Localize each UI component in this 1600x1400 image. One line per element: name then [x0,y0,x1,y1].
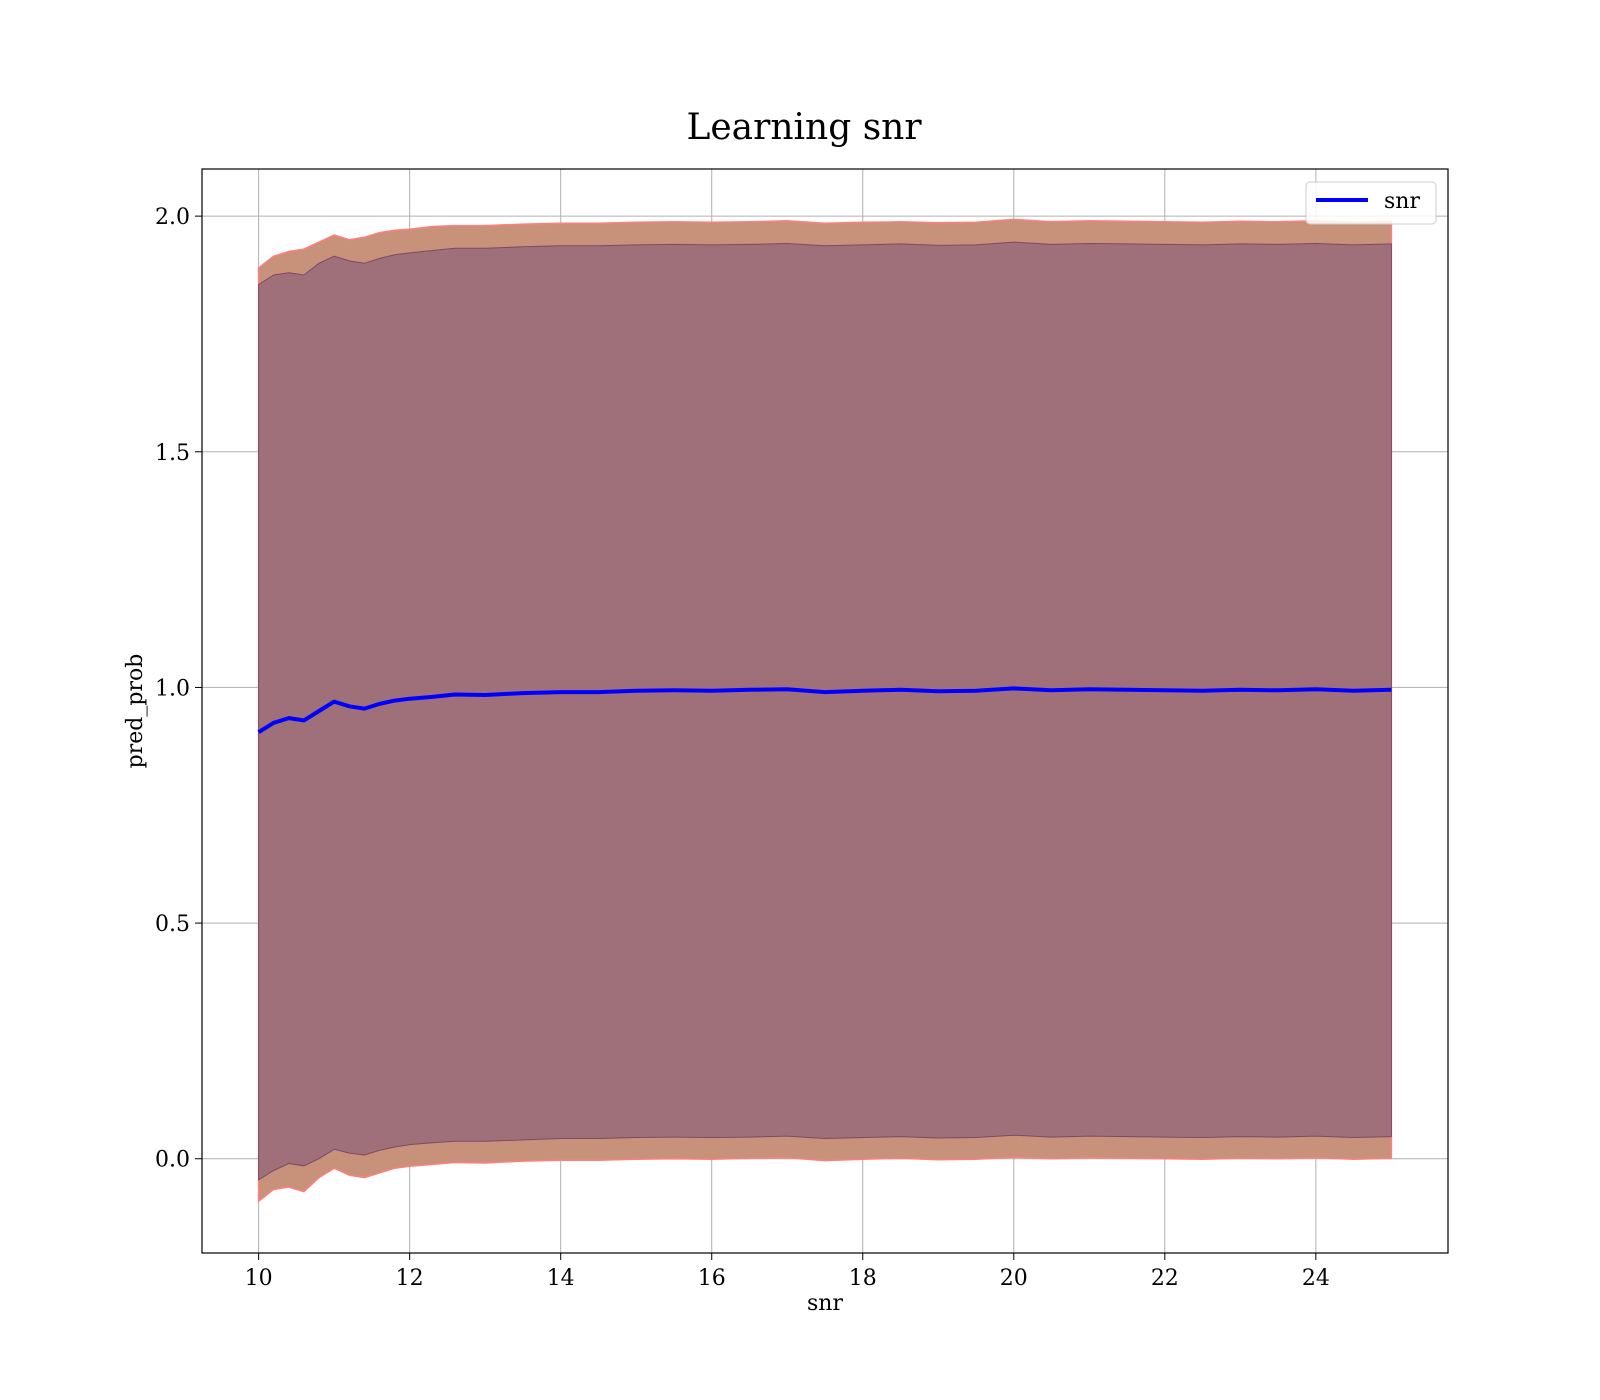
x-tick-label: 20 [1000,1266,1028,1291]
y-tick-label: 1.5 [155,441,190,466]
confidence-bands [257,218,1393,1203]
y-axis-label: pred_prob [123,654,148,769]
y-tick-label: 0.0 [155,1148,190,1173]
plot-frame [201,168,1449,1254]
y-tick-label: 2.0 [155,205,190,230]
x-tick-label: 10 [245,1266,273,1291]
x-tick-label: 12 [396,1266,424,1291]
x-tick-label: 18 [849,1266,877,1291]
x-tick-label: 14 [547,1266,575,1291]
x-axis-label: snr [807,1291,843,1316]
x-tick-label: 22 [1151,1266,1179,1291]
series-line-snr [257,686,1392,734]
y-tick-label: 1.0 [155,676,190,701]
series-lines [257,686,1392,734]
legend-label: snr [1384,189,1420,214]
x-tick-label: 16 [698,1266,726,1291]
x-tick-label: 24 [1302,1266,1330,1291]
y-tick-label: 0.5 [155,912,190,937]
x-axis-ticks: 10 12 14 16 18 20 22 24 [245,1253,1330,1291]
inner-band [258,241,1392,1181]
legend: snr [1305,181,1437,225]
chart-title: Learning snr [686,107,922,148]
legend-box [1305,181,1437,225]
y-axis-ticks: 0.0 0.5 1.0 1.5 2.0 [155,205,202,1173]
